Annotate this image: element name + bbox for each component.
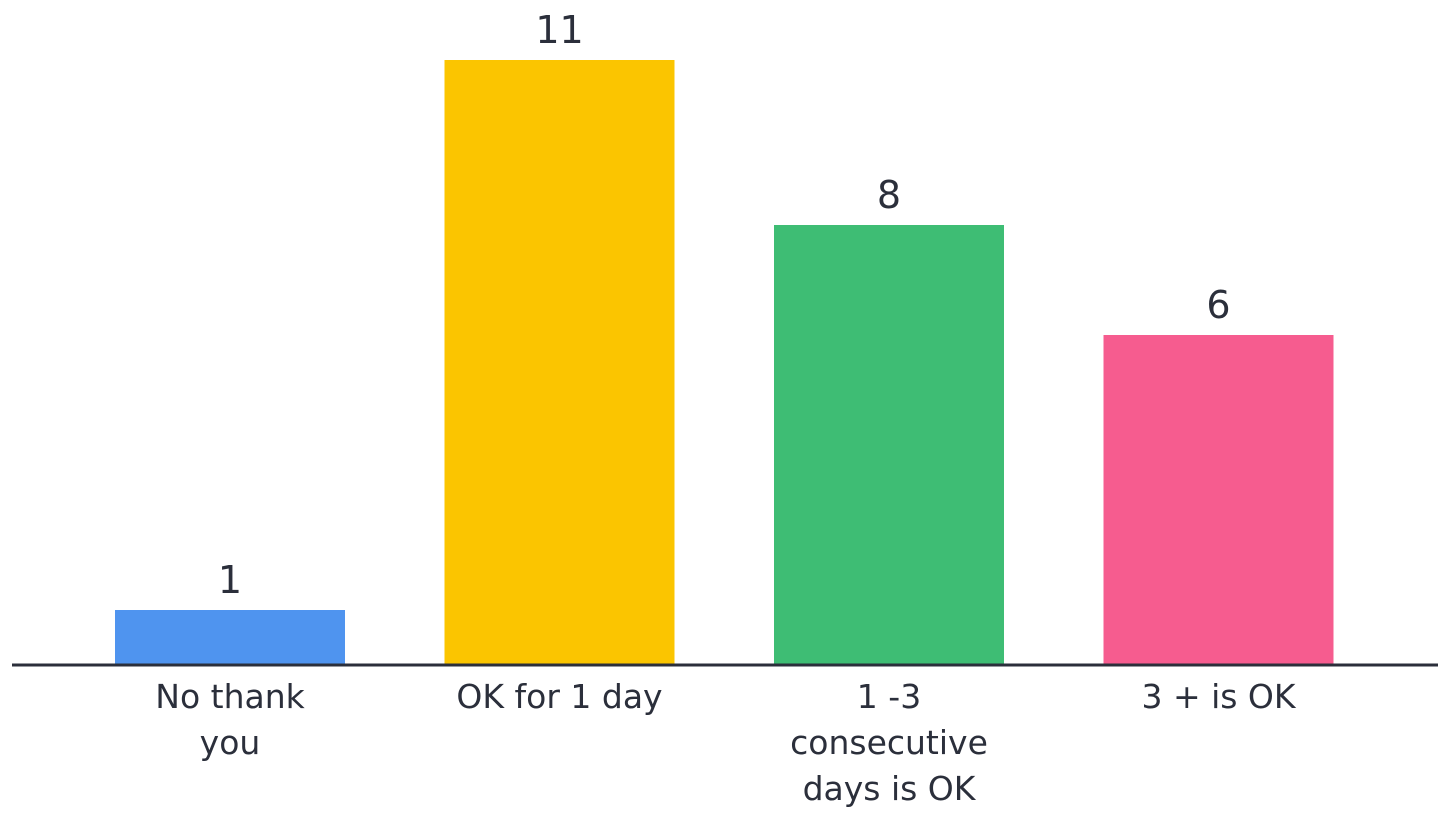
bar-3 — [774, 225, 1004, 665]
value-label-2: 11 — [535, 8, 583, 52]
category-label-line: you — [200, 723, 261, 762]
category-label-line: 3 + is OK — [1141, 677, 1296, 716]
bar-1 — [115, 610, 345, 665]
category-label-4: 3 + is OK — [1141, 677, 1296, 716]
category-label-line: 1 -3 — [857, 677, 921, 716]
category-label-line: days is OK — [803, 769, 977, 808]
category-label-line: No thank — [155, 677, 305, 716]
category-label-1: No thank you — [155, 677, 305, 762]
category-label-line: consecutive — [790, 723, 988, 762]
value-label-4: 6 — [1206, 283, 1230, 327]
category-label-3: 1 -3 consecutive days is OK — [790, 677, 988, 808]
bars-group — [115, 60, 1334, 665]
category-label-line: OK for 1 day — [456, 677, 662, 716]
category-labels-group: No thank you OK for 1 day 1 -3 consecutive da… — [155, 677, 1297, 808]
bar-2 — [444, 60, 675, 665]
bar-4 — [1103, 335, 1334, 665]
value-label-3: 8 — [877, 173, 901, 217]
value-label-1: 1 — [218, 558, 242, 602]
category-label-2: OK for 1 day — [456, 677, 662, 716]
